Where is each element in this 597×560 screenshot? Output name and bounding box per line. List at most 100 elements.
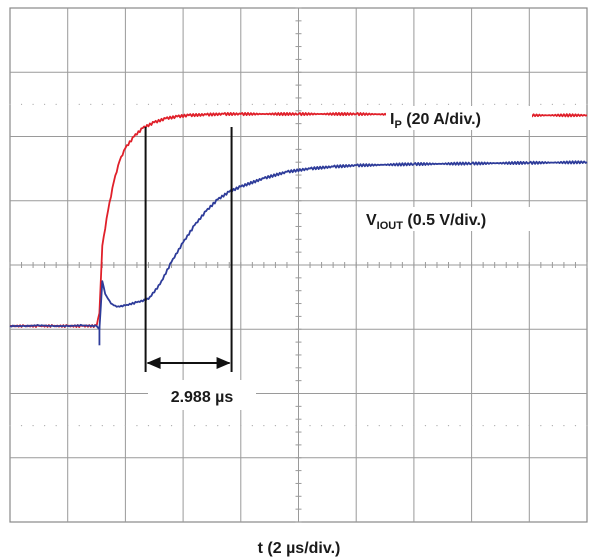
grid-dot	[482, 425, 484, 427]
grid-dot	[78, 425, 80, 427]
grid-dot	[194, 103, 196, 105]
grid-dot	[124, 425, 126, 427]
grid-dot	[20, 103, 23, 105]
grid-dot	[32, 425, 34, 427]
grid-dot	[274, 103, 277, 105]
grid-dot	[297, 103, 300, 105]
grid-dot	[240, 425, 242, 427]
time-annotation: 2.988 µs	[144, 127, 256, 410]
grid-dot	[332, 425, 334, 427]
grid-dot	[459, 425, 461, 427]
grid-dot	[471, 425, 473, 427]
grid-dot	[90, 103, 92, 105]
grid-dot	[228, 425, 230, 427]
grid-dot	[182, 425, 184, 427]
grid-dot	[251, 103, 253, 105]
grid-dot	[517, 103, 519, 105]
arrow-head-right	[216, 357, 231, 369]
grid-dot	[563, 425, 565, 427]
grid-dot	[551, 425, 553, 427]
grid-dot	[344, 425, 346, 427]
grid-dot	[205, 103, 207, 105]
grid-dot	[447, 425, 450, 427]
grid-dot	[101, 425, 103, 427]
grid-dot	[67, 425, 69, 427]
grid-dot	[286, 425, 288, 427]
grid-dot	[217, 425, 219, 427]
grid-dot	[586, 103, 588, 105]
grid-dot	[332, 103, 334, 105]
grid-dot	[113, 103, 115, 105]
grid-dot	[494, 425, 496, 427]
grid-dot	[205, 425, 207, 427]
grid-dot	[55, 425, 57, 427]
grid-dot	[551, 103, 553, 105]
grid-dot	[367, 425, 369, 427]
series-label-bg	[386, 106, 532, 130]
grid-dot	[401, 103, 403, 105]
annotation-label: 2.988 µs	[171, 389, 234, 406]
grid-dot	[574, 425, 577, 427]
annotation-bg	[148, 380, 256, 410]
grid-dot	[390, 103, 392, 105]
grid-dot	[390, 425, 392, 427]
series-label-bg	[362, 207, 540, 231]
grid-dot	[32, 103, 34, 105]
grid-dot	[378, 425, 380, 427]
grid-dot	[55, 103, 57, 105]
grid-dot	[136, 103, 138, 105]
grid-dot	[540, 425, 542, 427]
grid-dot	[528, 425, 530, 427]
grid-dot	[413, 425, 415, 427]
grid-dot	[505, 103, 507, 105]
grid-dot	[263, 425, 265, 427]
grid-dot	[251, 425, 253, 427]
grid-dot	[413, 103, 415, 105]
grid-dot	[159, 103, 161, 105]
grid-dot	[90, 425, 92, 427]
grid-dot	[355, 103, 357, 105]
grid-dot	[378, 103, 380, 105]
series-label-iout: VIOUT (0.5 V/div.)	[366, 212, 486, 232]
grid-dot	[147, 103, 150, 105]
grid-dot	[459, 103, 461, 105]
grid-dot	[78, 103, 80, 105]
arrow-head-left	[146, 357, 161, 369]
grid-dot	[574, 103, 577, 105]
grid-dot	[447, 103, 450, 105]
x-axis-label: t (2 µs/div.)	[258, 540, 341, 557]
grid-dot	[297, 425, 300, 427]
grid-dot	[44, 103, 46, 105]
grid-dot	[320, 425, 323, 427]
graticule-grid	[9, 7, 588, 523]
grid-dot	[505, 425, 507, 427]
grid-dot	[263, 103, 265, 105]
grid-dot	[471, 103, 473, 105]
grid-dot	[101, 103, 103, 105]
grid-dot	[194, 425, 196, 427]
grid-dot	[563, 103, 565, 105]
grid-dot	[124, 103, 126, 105]
grid-dot	[494, 103, 496, 105]
grid-dot	[355, 425, 357, 427]
grid-dot	[182, 103, 184, 105]
grid-dot	[436, 103, 438, 105]
grid-dot	[136, 425, 138, 427]
grid-dot	[228, 103, 230, 105]
grid-dot	[320, 103, 323, 105]
grid-dot	[159, 425, 161, 427]
grid-dot	[367, 103, 369, 105]
grid-dot	[147, 425, 150, 427]
grid-dot	[309, 103, 311, 105]
grid-dot	[344, 103, 346, 105]
grid-dot	[170, 103, 173, 105]
grid-dot	[424, 103, 427, 105]
grid-dot	[217, 103, 219, 105]
grid-dot	[67, 103, 69, 105]
grid-dot	[517, 425, 519, 427]
grid-dot	[9, 103, 11, 105]
grid-dot	[9, 425, 11, 427]
grid-dot	[274, 425, 277, 427]
grid-dot	[528, 103, 530, 105]
